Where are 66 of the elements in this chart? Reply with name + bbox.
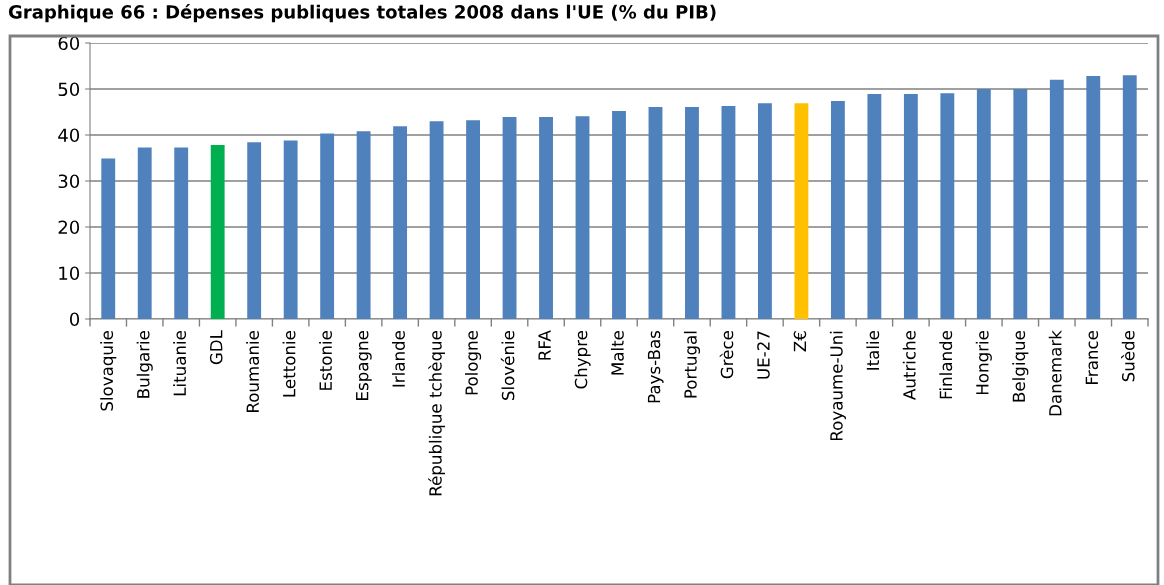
- x-tick-label: Belgique: [1012, 331, 1029, 402]
- x-tick-label: UE-27: [757, 331, 770, 379]
- x-tick-label: Slovaquie: [100, 331, 117, 411]
- bar: [101, 158, 116, 319]
- x-tick-label: Finlande: [939, 331, 953, 399]
- bar: [174, 147, 189, 319]
- x-tick-label: République tchèque: [428, 331, 445, 496]
- chart-title: Graphique 66 : Dépenses publiques totales 2008 dans l'UE (% du PIB): [8, 4, 716, 23]
- x-tick-label: Chypre: [574, 331, 591, 389]
- x-tick-label: Espagne: [356, 331, 372, 400]
- x-tick-label: GDL: [209, 330, 223, 365]
- bar: [539, 117, 553, 319]
- x-tick-label: France: [1085, 331, 1099, 384]
- bar: [940, 93, 955, 319]
- y-tick-label: 20: [58, 220, 80, 235]
- bar: [685, 106, 699, 319]
- x-tick-label: Suède: [1121, 331, 1135, 382]
- bar: [612, 111, 626, 319]
- bar: [247, 142, 262, 319]
- x-tick-label: Hongrie: [975, 331, 992, 395]
- x-tick-label: Irlande: [392, 331, 405, 387]
- y-tick-label: 60: [58, 36, 80, 51]
- y-tick-label: 30: [58, 174, 80, 189]
- bar: [137, 147, 152, 319]
- x-tick-label: Grèce: [719, 331, 734, 379]
- x-tick-label: Roumanie: [246, 331, 260, 412]
- x-tick-label: Lituanie: [173, 331, 187, 396]
- bar: [356, 131, 371, 319]
- bar: [283, 140, 298, 319]
- bar: [648, 106, 663, 319]
- x-tick-label: Z€: [793, 331, 807, 352]
- x-tick-label: Pologne: [465, 331, 482, 395]
- bar: [320, 133, 335, 319]
- x-tick-label: Pays-Bas: [647, 330, 664, 403]
- bar: [1049, 79, 1064, 319]
- x-tick-label: Slovénie: [500, 331, 515, 400]
- x-tick-label: Bulgarie: [136, 331, 153, 398]
- bar: [830, 100, 845, 319]
- bar: [575, 116, 590, 319]
- bar: [1122, 75, 1137, 319]
- bar: [502, 117, 517, 319]
- bar: [1086, 76, 1101, 319]
- bar: [210, 145, 225, 319]
- bar: [976, 89, 991, 319]
- x-tick-label: Italie: [866, 331, 880, 370]
- bar: [429, 121, 444, 319]
- x-tick-label: Malte: [610, 331, 624, 375]
- y-tick-label: 10: [59, 266, 80, 281]
- bar: [393, 126, 408, 319]
- y-tick-label: 40: [58, 128, 80, 143]
- y-tick-label: 50: [58, 82, 80, 97]
- x-tick-label: Lettonie: [282, 331, 296, 397]
- x-tick-label: Estonie: [319, 331, 332, 390]
- x-tick-label: RFA: [538, 330, 551, 360]
- x-tick-label: Portugal: [683, 331, 701, 398]
- x-tick-label: Royaume-Uni: [829, 331, 846, 441]
- bar: [758, 103, 772, 319]
- bar: [721, 106, 736, 319]
- bar: [466, 120, 480, 319]
- x-tick-label: Autriche: [902, 331, 916, 400]
- bar: [867, 94, 882, 319]
- bar: [1013, 89, 1028, 319]
- y-tick-label: 0: [69, 312, 80, 327]
- x-tick-label: Danemark: [1048, 330, 1062, 416]
- bar: [903, 94, 918, 319]
- bar: [794, 103, 809, 319]
